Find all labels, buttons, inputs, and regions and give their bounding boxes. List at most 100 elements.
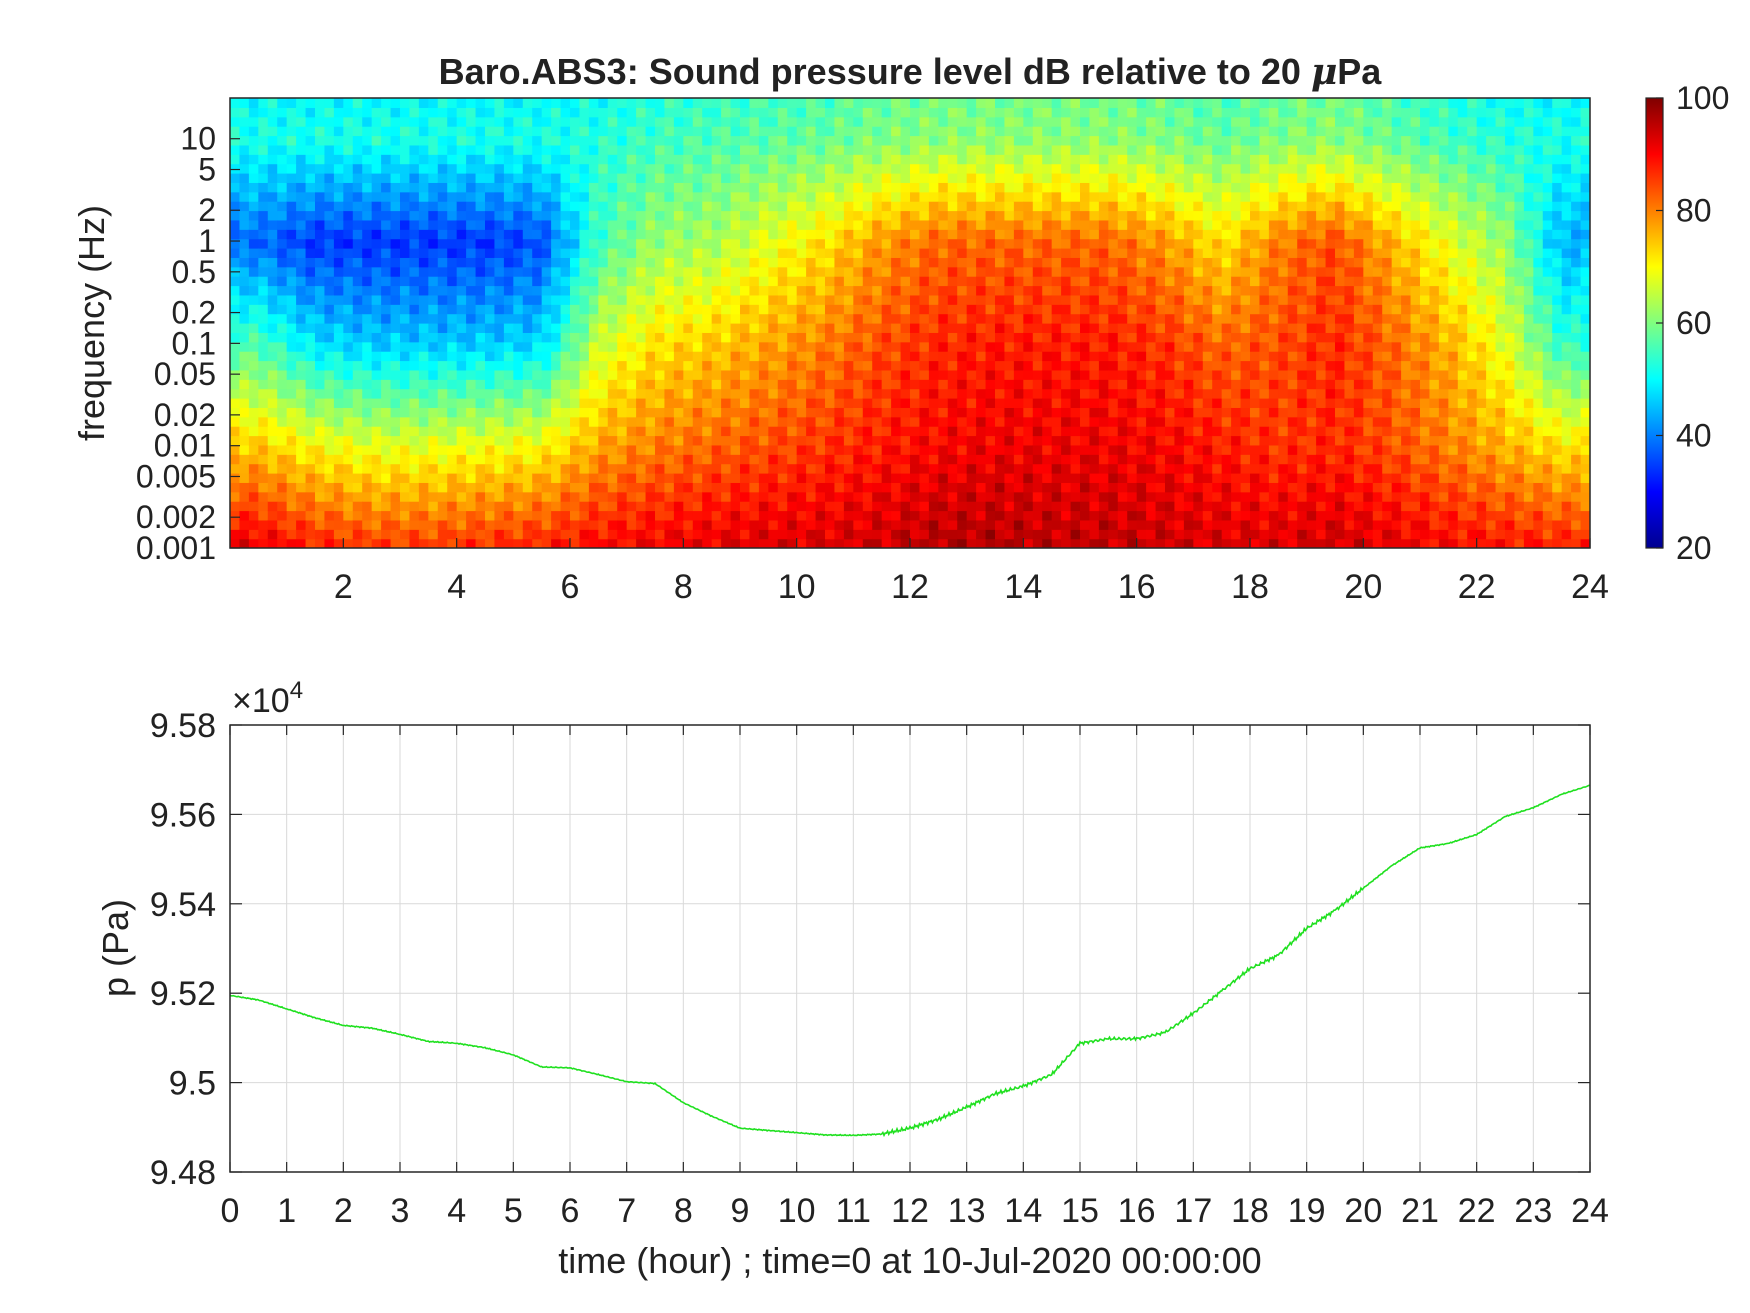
heatmap-cell [683,407,694,418]
heatmap-cell [286,332,297,343]
heatmap-cell [1023,360,1034,371]
heatmap-cell [777,98,788,108]
heatmap-cell [702,257,713,268]
heatmap-cell [919,201,930,212]
heatmap-cell [1013,294,1024,305]
heatmap-cell [664,454,675,465]
heatmap-cell [617,285,628,296]
heatmap-cell [758,360,769,371]
heatmap-cell [692,426,703,437]
heatmap-cell [730,266,741,277]
heatmap-cell [494,191,505,202]
heatmap-cell [910,416,921,427]
heatmap-cell [740,229,751,240]
heatmap-cell [1174,98,1185,108]
heatmap-cell [447,313,458,324]
heatmap-cell [1108,182,1119,193]
heatmap-cell [825,529,836,540]
heatmap-cell [768,519,779,530]
heatmap-cell [588,538,599,548]
heatmap-cell [664,360,675,371]
heatmap-cell [513,379,524,390]
heatmap-cell [447,163,458,174]
heatmap-cell [834,248,845,258]
heatmap-cell [362,501,373,512]
heatmap-cell [588,501,599,512]
heatmap-cell [428,107,439,118]
heatmap-cell [806,154,817,165]
heatmap-cell [1004,248,1015,258]
heatmap-cell [985,407,996,418]
heatmap-cell [305,407,316,418]
heatmap-cell [872,454,883,465]
heatmap-cell [588,529,599,540]
heatmap-cell [607,473,618,483]
heatmap-cell [1098,98,1109,108]
heatmap-cell [1193,444,1204,455]
heatmap-cell [343,444,354,455]
heatmap-cell [485,285,496,296]
heatmap-cell [730,285,741,296]
heatmap-cell [806,529,817,540]
heatmap-cell [381,444,392,455]
heatmap-cell [711,126,722,137]
heatmap-cell [645,482,656,493]
heatmap-cell [1155,369,1166,380]
heatmap-cell [645,360,656,371]
heatmap-cell [1023,519,1034,530]
heatmap-cell [730,126,741,137]
heatmap-cell [305,519,316,530]
heatmap-cell [333,501,344,512]
heatmap-cell [777,163,788,174]
heatmap-cell [466,323,477,333]
heatmap-cell [881,182,892,193]
heatmap-cell [843,332,854,343]
heatmap-cell [230,473,241,483]
heatmap-cell [683,248,694,258]
heatmap-cell [881,257,892,268]
heatmap-cell [1117,294,1128,305]
heatmap-cell [655,276,666,287]
heatmap-cell [447,126,458,137]
heatmap-cell [1098,463,1109,474]
heatmap-cell [806,276,817,287]
heatmap-cell [1155,351,1166,362]
heatmap-cell [1202,201,1213,212]
heatmap-cell [239,482,250,493]
heatmap-cell [645,219,656,230]
heatmap-cell [636,276,647,287]
heatmap-cell [758,435,769,446]
heatmap-cell [645,229,656,240]
heatmap-cell [230,426,241,437]
heatmap-cell [1032,538,1043,548]
heatmap-cell [938,360,949,371]
heatmap-cell [692,369,703,380]
heatmap-cell [1061,248,1072,258]
heatmap-cell [683,257,694,268]
heatmap-cell [1146,398,1157,408]
heatmap-cell [409,163,420,174]
heatmap-cell [579,144,590,155]
heatmap-cell [985,154,996,165]
heatmap-cell [437,135,448,146]
heatmap-cell [324,313,335,324]
heatmap-cell [1080,144,1091,155]
heatmap-cell [683,332,694,343]
heatmap-cell [1070,519,1081,530]
heatmap-cell [1183,332,1194,343]
heatmap-cell [532,473,543,483]
heatmap-cell [1136,323,1147,333]
heatmap-cell [475,351,486,362]
heatmap-cell [938,257,949,268]
heatmap-cell [1061,276,1072,287]
heatmap-cell [522,257,533,268]
heatmap-cell [296,191,307,202]
heatmap-cell [277,201,288,212]
heatmap-cell [645,407,656,418]
heatmap-cell [362,144,373,155]
heatmap-cell [1042,107,1053,118]
heatmap-cell [1061,154,1072,165]
heatmap-cell [447,416,458,427]
heatmap-cell [872,473,883,483]
heatmap-cell [286,304,297,315]
